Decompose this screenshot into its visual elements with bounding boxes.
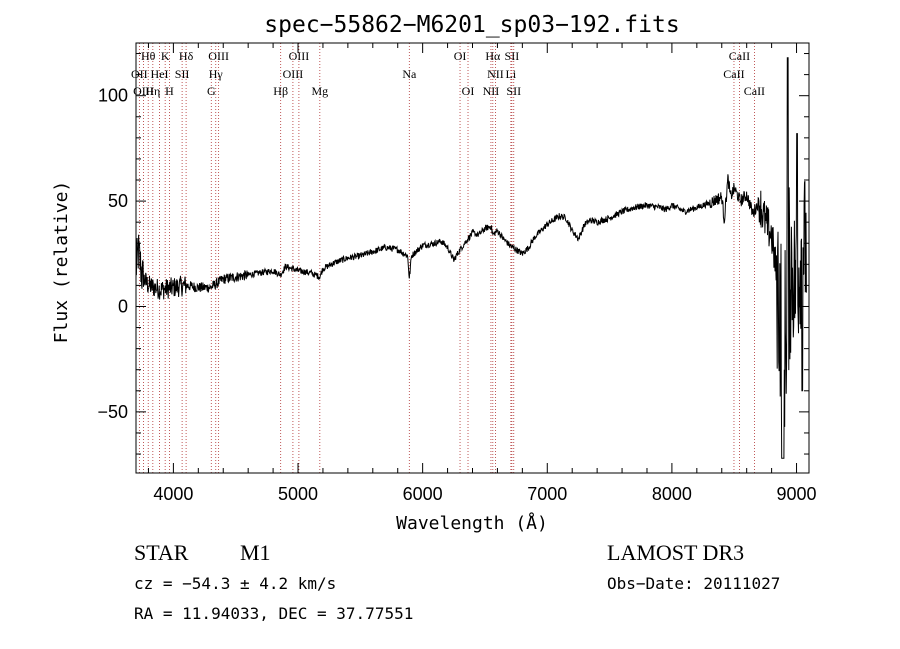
spectral-line-label: Hθ	[141, 49, 156, 63]
spectral-line-label: Hδ	[179, 49, 194, 63]
redshift-velocity: cz = −54.3 ± 4.2 km/s	[134, 574, 336, 593]
spectral-line-markers	[138, 43, 755, 473]
spectral-line-label: OI	[462, 84, 475, 98]
spectral-line-label: Hα	[485, 49, 501, 63]
spectral-line-label: H	[165, 84, 174, 98]
spectral-line-label: Li	[506, 67, 517, 81]
spectral-line-label: CaII	[723, 67, 744, 81]
spectral-line-label: G	[207, 84, 216, 98]
x-axis-ticks: 4000 5000 6000 7000 8000 9000	[147, 43, 817, 504]
spectral-line-label: OIII	[289, 49, 310, 63]
x-tick-label: 6000	[403, 484, 443, 504]
y-tick-label: 100	[98, 86, 128, 106]
spectral-line-label: OI	[454, 49, 467, 63]
spectrum-line	[135, 57, 807, 459]
spectral-line-label: OIII	[208, 49, 229, 63]
object-class: STAR	[134, 540, 189, 565]
x-tick-label: 4000	[153, 484, 193, 504]
y-axis-label: Flux (relative)	[51, 181, 72, 344]
y-tick-label: 0	[118, 296, 128, 316]
spectral-line-label: Na	[402, 67, 417, 81]
spectral-line-labels: Hθ K Hδ OIII OIII OI Hα SII CaII OII HeI SII Hγ OIII N…	[131, 49, 765, 98]
x-tick-label: 9000	[777, 484, 817, 504]
chart-title: spec−55862−M6201_sp03−192.fits	[264, 12, 679, 38]
spectral-line-label: SII	[506, 84, 521, 98]
spectral-line-label: OII	[131, 67, 148, 81]
spectral-line-label: Hγ	[209, 67, 224, 81]
spectral-line-label: Hη	[145, 84, 160, 98]
coordinates: RA = 11.94033, DEC = 37.77551	[134, 604, 413, 623]
spectral-line-label: Hβ	[273, 84, 288, 98]
y-axis-ticks: −50 0 50 100	[97, 53, 809, 455]
x-axis-label: Wavelength (Å)	[396, 512, 548, 534]
spectral-line-label: CaII	[729, 49, 750, 63]
spectral-line-label: CaII	[744, 84, 765, 98]
y-tick-label: −50	[97, 402, 128, 422]
x-tick-label: 5000	[278, 484, 318, 504]
spectral-line-label: NII	[483, 84, 500, 98]
x-tick-label: 7000	[527, 484, 567, 504]
spectral-line-label: K	[161, 49, 170, 63]
spectral-line-label: HeI	[151, 67, 169, 81]
object-subclass: M1	[240, 540, 271, 565]
survey-name: LAMOST DR3	[607, 540, 744, 565]
observation-date: Obs−Date: 20111027	[607, 574, 780, 593]
spectral-line-label: OIII	[283, 67, 304, 81]
y-tick-label: 50	[108, 191, 128, 211]
spectral-line-label: NII	[487, 67, 504, 81]
x-tick-label: 8000	[652, 484, 692, 504]
spectral-line-label: SII	[505, 49, 520, 63]
spectral-line-label: OIII	[133, 84, 154, 98]
spectral-line-label: Mg	[311, 84, 328, 98]
plot-frame	[135, 42, 810, 474]
spectral-line-label: SII	[175, 67, 190, 81]
